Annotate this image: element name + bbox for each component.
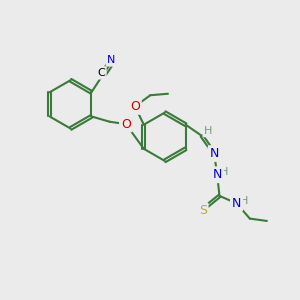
Text: N: N xyxy=(232,197,241,210)
Text: H: H xyxy=(220,167,229,177)
Text: H: H xyxy=(240,196,248,206)
Text: N: N xyxy=(209,147,219,160)
Text: H: H xyxy=(204,126,212,136)
Text: O: O xyxy=(130,100,140,113)
Text: N: N xyxy=(107,55,116,65)
Text: S: S xyxy=(199,204,207,217)
Text: N: N xyxy=(212,168,222,181)
Text: O: O xyxy=(121,118,131,130)
Text: C: C xyxy=(97,68,105,78)
